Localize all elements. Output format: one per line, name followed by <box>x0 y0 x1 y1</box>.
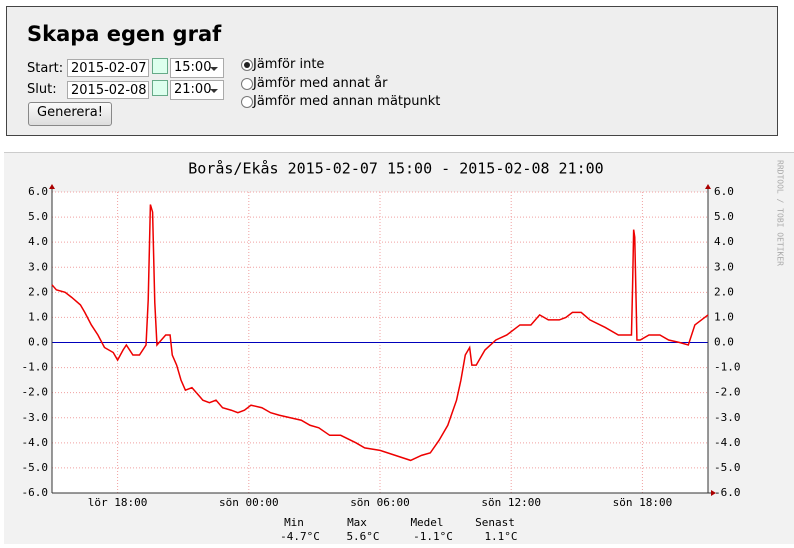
end-date[interactable]: 2015-02-08 <box>67 81 149 99</box>
y2-tick-label: -1.0 <box>714 361 741 374</box>
x-tick-label: sön 12:00 <box>481 496 541 509</box>
axis-arrow <box>49 184 55 189</box>
stat-value: 5.6°C <box>346 530 379 543</box>
y-tick-label: 2.0 <box>28 285 48 298</box>
y2-tick-label: -2.0 <box>714 386 741 399</box>
radio[interactable] <box>241 78 253 90</box>
start-time[interactable]: 15:00 <box>170 58 224 78</box>
y2-tick-label: 6.0 <box>714 185 734 198</box>
chart-title: Borås/Ekås 2015-02-07 15:00 - 2015-02-08… <box>188 160 603 178</box>
radio-label[interactable]: Jämför med annan mätpunkt <box>253 94 441 109</box>
start-date[interactable]: 2015-02-07 <box>67 59 149 77</box>
y2-tick-label: 2.0 <box>714 285 734 298</box>
generate-button[interactable]: Generera! <box>28 102 112 126</box>
axis-arrow <box>711 490 716 496</box>
y-tick-label: -5.0 <box>22 461 49 474</box>
stat-label: Senast <box>475 516 515 529</box>
y2-tick-label: 5.0 <box>714 210 734 223</box>
start-label: Start: <box>27 61 64 76</box>
radio[interactable] <box>241 59 253 71</box>
y-tick-label: 5.0 <box>28 210 48 223</box>
y-tick-label: 0.0 <box>28 336 48 349</box>
x-tick-label: sön 00:00 <box>219 496 279 509</box>
y2-tick-label: 3.0 <box>714 260 734 273</box>
y-tick-label: 4.0 <box>28 235 48 248</box>
stat-value: -4.7°C <box>280 530 320 543</box>
form-panel: Skapa egen graf Start: 2015-02-07 15:00 … <box>6 6 778 136</box>
y2-tick-label: -4.0 <box>714 436 741 449</box>
y-tick-label: -4.0 <box>22 436 49 449</box>
stat-label: Max <box>347 516 367 529</box>
data-line <box>51 204 709 462</box>
y2-tick-label: -3.0 <box>714 411 741 424</box>
stat-value: -1.1°C <box>413 530 453 543</box>
axis-arrow <box>705 184 711 189</box>
end-time[interactable]: 21:00 <box>170 80 224 100</box>
radio-label[interactable]: Jämför med annat år <box>253 76 388 91</box>
chart-panel: Borås/Ekås 2015-02-07 15:00 - 2015-02-08… <box>4 152 794 544</box>
stat-value: 1.1°C <box>484 530 517 543</box>
end-label: Slut: <box>27 82 57 97</box>
y-tick-label: 3.0 <box>28 260 48 273</box>
y-tick-label: -6.0 <box>22 486 49 499</box>
radio[interactable] <box>241 96 253 108</box>
stat-label: Min <box>284 516 304 529</box>
y2-tick-label: 1.0 <box>714 310 734 323</box>
y-tick-label: 6.0 <box>28 185 48 198</box>
x-tick-label: sön 06:00 <box>350 496 410 509</box>
x-tick-label: sön 18:00 <box>613 496 673 509</box>
start-calendar[interactable] <box>152 58 168 74</box>
y2-tick-label: -6.0 <box>714 486 741 499</box>
y-tick-label: -3.0 <box>22 411 49 424</box>
y2-tick-label: -5.0 <box>714 461 741 474</box>
y-tick-label: 1.0 <box>28 310 48 323</box>
y2-tick-label: 0.0 <box>714 336 734 349</box>
watermark: RRDTOOL / TOBI OETIKER <box>776 160 785 266</box>
end-calendar[interactable] <box>152 80 168 96</box>
radio-label[interactable]: Jämför inte <box>253 57 325 72</box>
form-title: Skapa egen graf <box>27 22 222 46</box>
chart: Borås/Ekås 2015-02-07 15:00 - 2015-02-08… <box>22 160 785 544</box>
x-tick-label: lör 18:00 <box>88 496 148 509</box>
y-tick-label: -2.0 <box>22 386 49 399</box>
y2-tick-label: 4.0 <box>714 235 734 248</box>
stat-label: Medel <box>410 516 443 529</box>
y-tick-label: -1.0 <box>22 361 49 374</box>
